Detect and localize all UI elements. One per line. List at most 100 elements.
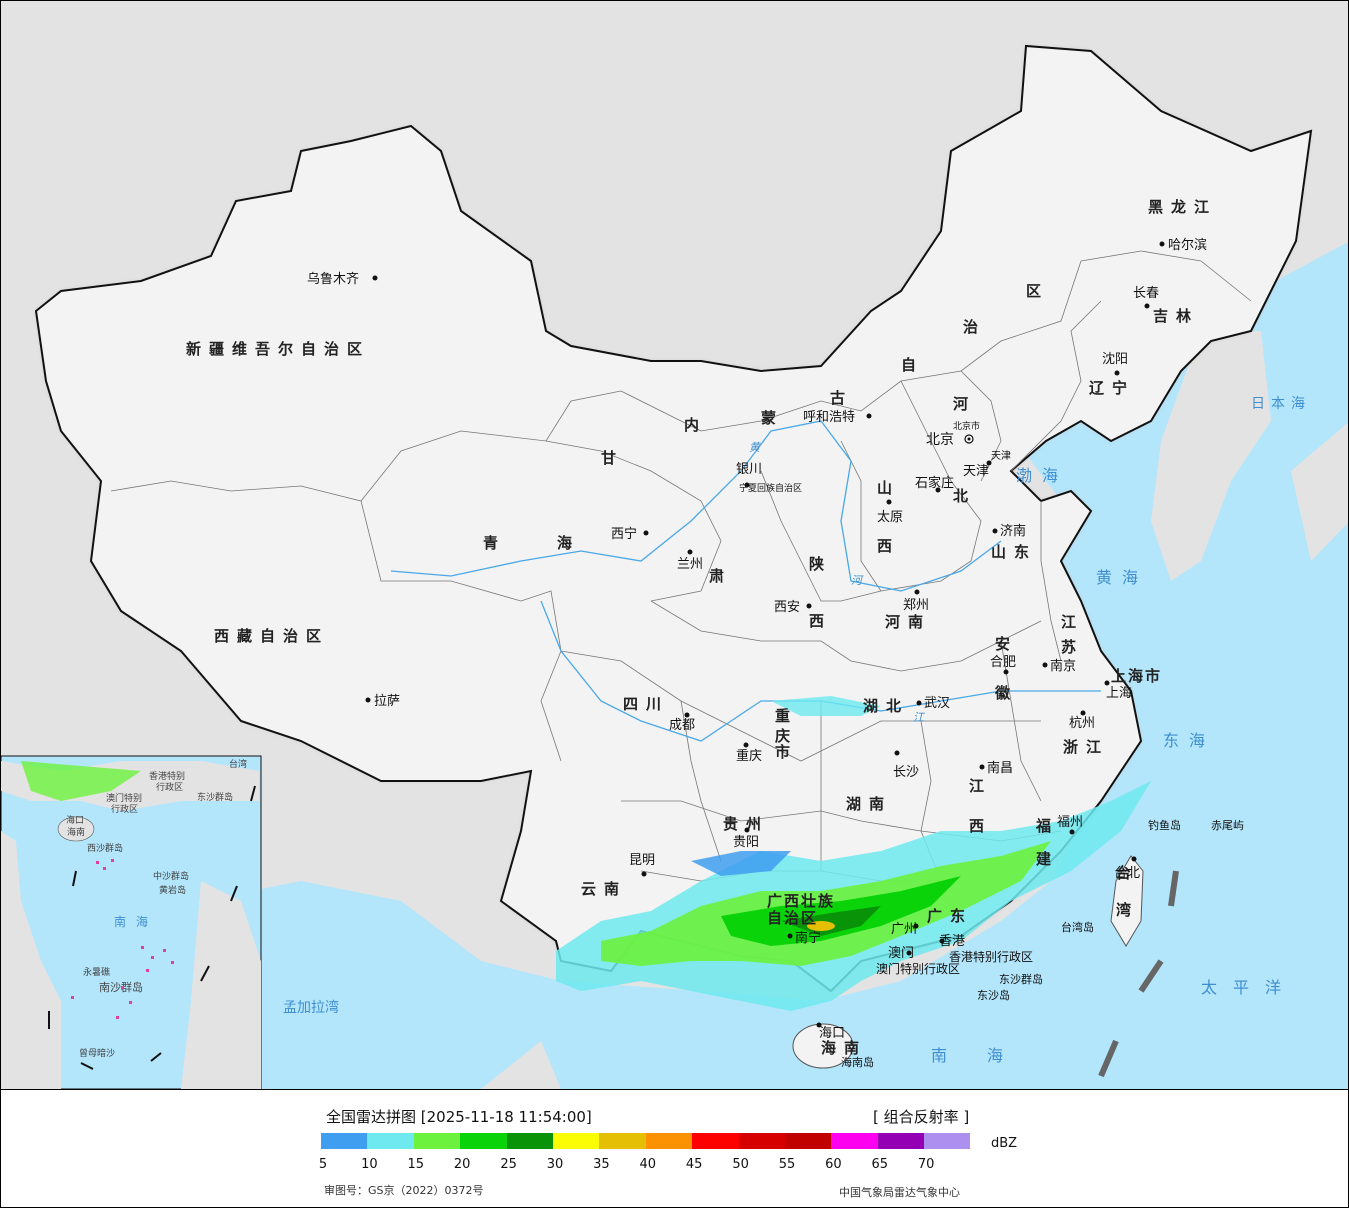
city-tianjin: 天津 [963,464,989,479]
label-shanxi-1: 山 [877,479,900,497]
label-xizang: 西藏自治区 [214,627,329,645]
city-dot [372,275,378,281]
city-taibei: 台北 [1114,866,1140,881]
scale-tick-label: 10 [361,1157,378,1172]
city-dot [365,697,371,703]
label-fujian-2: 建 [1036,850,1059,868]
inset-hainan [57,816,95,842]
label-fujian-1: 福 [1035,817,1059,835]
inset-xisha: 西沙群岛 [87,842,123,854]
sea-labels: 渤海 黄海 东海 南海 太平洋 日本海 孟加拉湾 黄 河 江 [283,396,1305,1065]
echo-blue-region [691,851,791,876]
inset-zengmu: 曾母暗沙 [79,1047,115,1059]
city-dot [1114,370,1120,376]
label-jilin: 吉林 [1153,307,1199,325]
city-changsha: 长沙 [893,765,919,780]
color-swatch [831,1133,878,1149]
city-haikou: 海口 [819,1026,845,1041]
label-nmg-1: 内 [684,416,707,434]
label-tianjin-shi: 天津 [991,450,1011,462]
echo-green-region [721,876,961,946]
city-xian: 西安 [774,600,800,615]
label-liaoning: 辽宁 [1089,379,1135,397]
scale-tick-label: 5 [318,1157,328,1172]
city-harbin: 哈尔滨 [1168,237,1207,253]
label-nmg-2: 蒙 [761,409,784,427]
label-chongqing-1: 重 [775,707,798,725]
radar-echoes [556,696,1151,1011]
city-dot [1131,856,1137,862]
label-chongqing-2: 庆 [775,727,798,745]
city-changchun: 长春 [1133,286,1159,301]
scale-tick-label: 35 [593,1157,610,1172]
sea-bohai: 渤海 [1016,466,1068,485]
color-swatch [367,1133,414,1149]
city-fuzhou: 福州 [1057,815,1083,830]
scale-tick-label: 40 [639,1157,657,1172]
scale-tick-label: 55 [778,1157,796,1172]
label-guizhou: 贵州 [723,815,769,833]
inset-echoes [21,761,141,801]
city-diaoyudao: 钓鱼岛 [1148,818,1181,832]
china-land [34,44,1313,993]
city-lanzhou: 兰州 [677,557,703,572]
city-dot [643,530,649,536]
label-shaanxi-2: 西 [809,612,832,630]
city-dot [906,950,912,956]
product-name: [ 组合反射率 ] [873,1108,970,1126]
city-guangzhou: 广州 [891,922,917,937]
city-dot [916,700,922,706]
color-swatch [692,1133,739,1149]
label-xinjiang: 新疆维吾尔自治区 [186,340,370,358]
label-heilongjiang: 黑龙江 [1148,198,1217,216]
city-nanchang: 南昌 [987,760,1013,776]
scale-tick-label: 60 [825,1157,842,1172]
scale-tick-label: 65 [871,1157,889,1172]
color-swatch [645,1133,693,1149]
city-nanning: 南宁 [795,930,821,946]
city-dot [894,750,900,756]
color-swatch [413,1133,461,1149]
city-lhasa: 拉萨 [374,694,400,709]
inset-taiwan: 台湾 [229,758,247,770]
city-jinan: 济南 [1000,523,1026,539]
legend-panel: 全国雷达拼图 [2025-11-18 11:54:00] [ 组合反射率 ] 5… [1,1089,1348,1207]
city-taiyuan: 太原 [877,510,903,525]
color-swatch [506,1133,553,1149]
sea-donghai: 东海 [1163,731,1215,750]
scale-tick-label: 15 [407,1157,425,1172]
label-hubei: 湖北 [863,697,909,715]
label-shanghai-shi: 上海市 [1111,667,1162,685]
unit-label: dBZ [991,1136,1018,1151]
city-dot [744,482,750,488]
river-jiang: 江 [913,711,925,724]
color-swatch [877,1133,925,1149]
scale-tick-label: 45 [685,1157,703,1172]
city-dot [641,871,647,877]
label-hainan: 海南 [821,1039,867,1057]
label-sichuan: 四川 [623,695,669,713]
city-dot [913,923,919,929]
city-hangzhou: 杭州 [1069,716,1095,731]
label-anhui-2: 徽 [994,684,1018,702]
label-jiangxi-2: 西 [969,817,992,835]
city-nanjing: 南京 [1050,658,1076,674]
city-yinchuan: 银川 [736,462,762,477]
city-dot [1080,710,1086,716]
label-hebei-2: 北 [953,487,976,505]
inset-macao: 澳门特别 [106,792,142,804]
echo-yellow-core [807,921,835,931]
city-dot [743,742,749,748]
city-guiyang: 贵阳 [733,835,759,850]
map-approval-number: 审图号：GS京（2022）0372号 [324,1184,484,1197]
capital-marker [964,434,974,444]
inset-xzq: 行政区 [156,781,183,793]
city-dot [979,764,985,770]
color-swatch [552,1133,600,1149]
color-swatch [924,1133,971,1149]
capital-dot [967,437,971,441]
sea-huanghai: 黄海 [1096,568,1148,587]
label-gansu-1: 甘 [601,449,624,467]
hainan-island [792,1023,854,1069]
city-chengdu: 成都 [669,718,695,733]
